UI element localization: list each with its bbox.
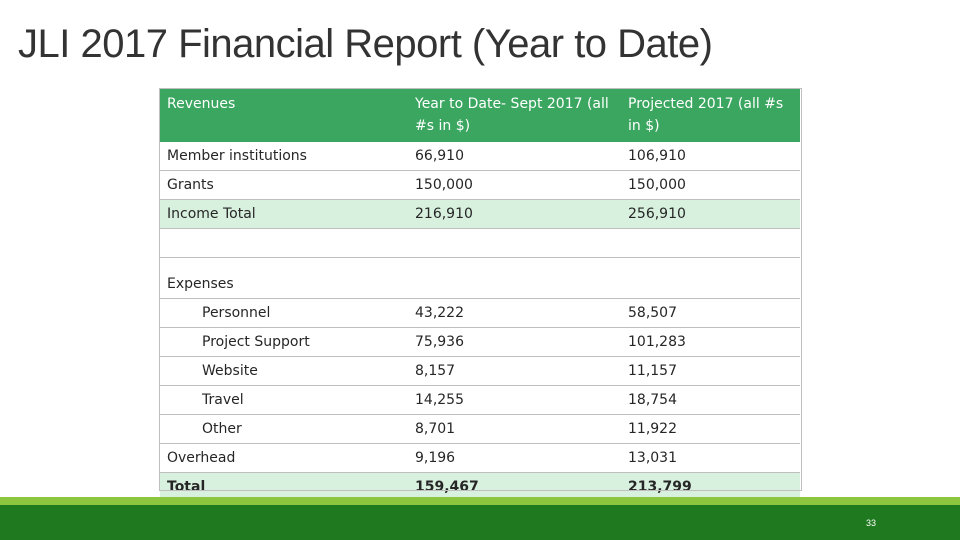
row-projected: 13,031 (621, 443, 800, 473)
header-projected: Projected 2017 (all #s in $) (621, 89, 800, 142)
table-row: Website 8,157 11,157 (160, 356, 800, 386)
row-ytd: 75,936 (408, 327, 621, 357)
table-row: Expenses (160, 257, 800, 299)
footer-bar (0, 505, 960, 540)
slide-title: JLI 2017 Financial Report (Year to Date) (18, 22, 713, 66)
table-row: Member institutions 66,910 106,910 (160, 142, 800, 171)
footer-accent-stripe (0, 497, 960, 505)
row-ytd: 8,701 (408, 414, 621, 444)
table-row: Other 8,701 11,922 (160, 414, 800, 444)
row-ytd (408, 257, 621, 299)
table-row: Personnel 43,222 58,507 (160, 298, 800, 328)
table-row: Income Total 216,910 256,910 (160, 199, 800, 229)
table-header-row: Revenues Year to Date- Sept 2017 (all #s… (160, 89, 800, 142)
total-ytd: 159,467 (408, 472, 621, 501)
row-ytd (408, 228, 621, 258)
row-ytd: 9,196 (408, 443, 621, 473)
row-projected (621, 257, 800, 299)
row-label: Income Total (160, 199, 408, 229)
row-projected: 106,910 (621, 142, 800, 171)
financial-report-table: Revenues Year to Date- Sept 2017 (all #s… (160, 89, 800, 501)
header-year-to-date: Year to Date- Sept 2017 (all #s in $) (408, 89, 621, 142)
table-row: Grants 150,000 150,000 (160, 170, 800, 200)
row-projected: 58,507 (621, 298, 800, 328)
row-projected (621, 228, 800, 258)
table-total-row: Total 159,467 213,799 (160, 472, 800, 501)
row-projected: 18,754 (621, 385, 800, 415)
row-label: Overhead (160, 443, 408, 473)
row-label: Expenses (160, 257, 408, 299)
row-label: Project Support (160, 327, 408, 357)
table-row (160, 228, 800, 258)
page-number: 33 (865, 518, 876, 528)
row-label: Other (160, 414, 408, 444)
total-label: Total (160, 472, 408, 501)
header-revenues: Revenues (160, 89, 408, 142)
row-projected: 256,910 (621, 199, 800, 229)
row-ytd: 150,000 (408, 170, 621, 200)
row-label: Travel (160, 385, 408, 415)
row-projected: 101,283 (621, 327, 800, 357)
row-ytd: 8,157 (408, 356, 621, 386)
row-ytd: 216,910 (408, 199, 621, 229)
table-row: Project Support 75,936 101,283 (160, 327, 800, 357)
table-row: Travel 14,255 18,754 (160, 385, 800, 415)
row-label: Personnel (160, 298, 408, 328)
row-label: Website (160, 356, 408, 386)
row-projected: 11,157 (621, 356, 800, 386)
table-row: Overhead 9,196 13,031 (160, 443, 800, 473)
row-ytd: 14,255 (408, 385, 621, 415)
total-projected: 213,799 (621, 472, 800, 501)
row-label: Member institutions (160, 142, 408, 171)
row-projected: 150,000 (621, 170, 800, 200)
row-ytd: 66,910 (408, 142, 621, 171)
row-projected: 11,922 (621, 414, 800, 444)
row-label: Grants (160, 170, 408, 200)
row-label (160, 228, 408, 258)
row-ytd: 43,222 (408, 298, 621, 328)
